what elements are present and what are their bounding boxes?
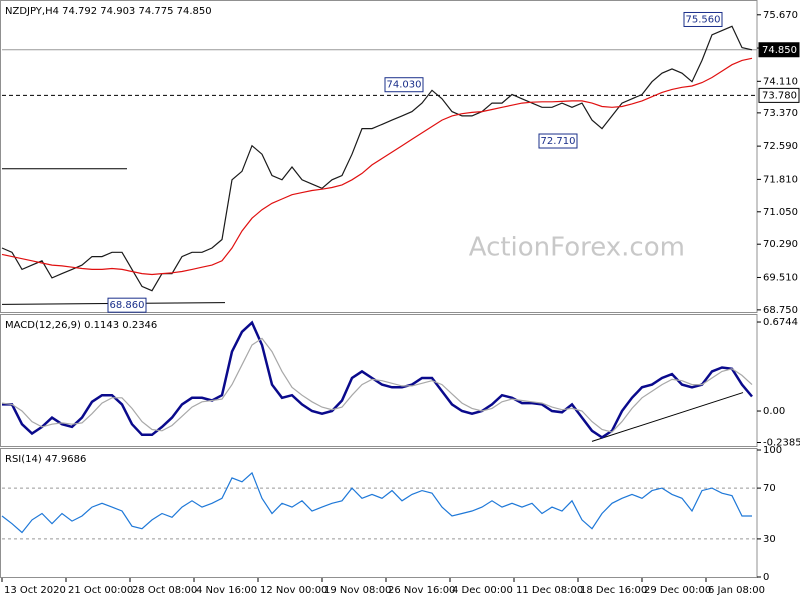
y-tick-label: 70.290 xyxy=(763,239,798,250)
x-tick-label: 6 Jan 08:00 xyxy=(708,585,765,596)
y-tick-label: 70 xyxy=(763,483,776,494)
y-tick-label: 0.6744 xyxy=(763,317,798,328)
annotation-label: 74.030 xyxy=(387,80,422,91)
y-tick-label: 100 xyxy=(763,445,782,456)
annotation-box xyxy=(538,133,578,149)
price-label: 74.850 xyxy=(762,45,797,56)
annotation-label: 75.560 xyxy=(686,14,721,25)
y-tick-label: 72.590 xyxy=(763,141,798,152)
x-tick-label: 11 Dec 08:00 xyxy=(516,585,583,596)
annotation-label: 72.710 xyxy=(541,136,576,147)
x-tick-label: 29 Dec 00:00 xyxy=(644,585,711,596)
trend-line xyxy=(591,392,744,442)
series-line xyxy=(2,320,753,439)
annotation-box xyxy=(683,11,723,27)
y-tick-label: 69.510 xyxy=(763,272,798,283)
x-tick-label: 4 Dec 00:00 xyxy=(452,585,513,596)
y-tick-label: 68.750 xyxy=(763,305,798,316)
price-label-box xyxy=(758,87,800,103)
series-line xyxy=(1,337,753,433)
x-tick-label: 13 Oct 2020 xyxy=(4,585,66,596)
x-tick-label: 26 Nov 16:00 xyxy=(388,585,455,596)
panel-frame xyxy=(0,448,758,578)
panel-title: NZDJPY,H4 74.792 74.903 74.775 74.850 xyxy=(5,6,212,17)
y-tick-label: 75.670 xyxy=(763,10,798,21)
x-tick-label: 12 Nov 00:00 xyxy=(260,585,327,596)
annotation-label: 68.860 xyxy=(110,300,145,311)
series-line xyxy=(1,25,753,292)
y-tick-label: 71.810 xyxy=(763,174,798,185)
watermark: ActionForex.com xyxy=(469,233,685,263)
x-tick-label: 4 Nov 16:00 xyxy=(196,585,257,596)
price-label: 73.780 xyxy=(762,90,797,101)
series-line xyxy=(1,471,752,534)
y-tick-label: -0.2385 xyxy=(763,438,800,449)
x-tick-label: 28 Oct 08:00 xyxy=(132,585,197,596)
y-tick-label: 0.00 xyxy=(763,406,785,417)
y-tick-label: 0 xyxy=(763,572,769,583)
x-tick-label: 18 Dec 16:00 xyxy=(580,585,647,596)
x-tick-label: 21 Oct 00:00 xyxy=(68,585,133,596)
series-line xyxy=(1,57,753,276)
y-tick-label: 74.110 xyxy=(763,76,798,87)
y-tick-label: 30 xyxy=(763,534,776,545)
panel-frame xyxy=(0,0,758,313)
price-label-box xyxy=(758,42,800,58)
panel-title: RSI(14) 47.9686 xyxy=(5,454,86,465)
panel-title: MACD(12,26,9) 0.1143 0.2346 xyxy=(5,320,157,331)
panel-frame xyxy=(0,314,758,447)
annotation-box xyxy=(107,297,147,313)
y-tick-label: 71.050 xyxy=(763,207,798,218)
y-tick-label: 73.370 xyxy=(763,108,798,119)
annotation-box xyxy=(384,77,424,93)
x-tick-label: 19 Nov 08:00 xyxy=(324,585,391,596)
